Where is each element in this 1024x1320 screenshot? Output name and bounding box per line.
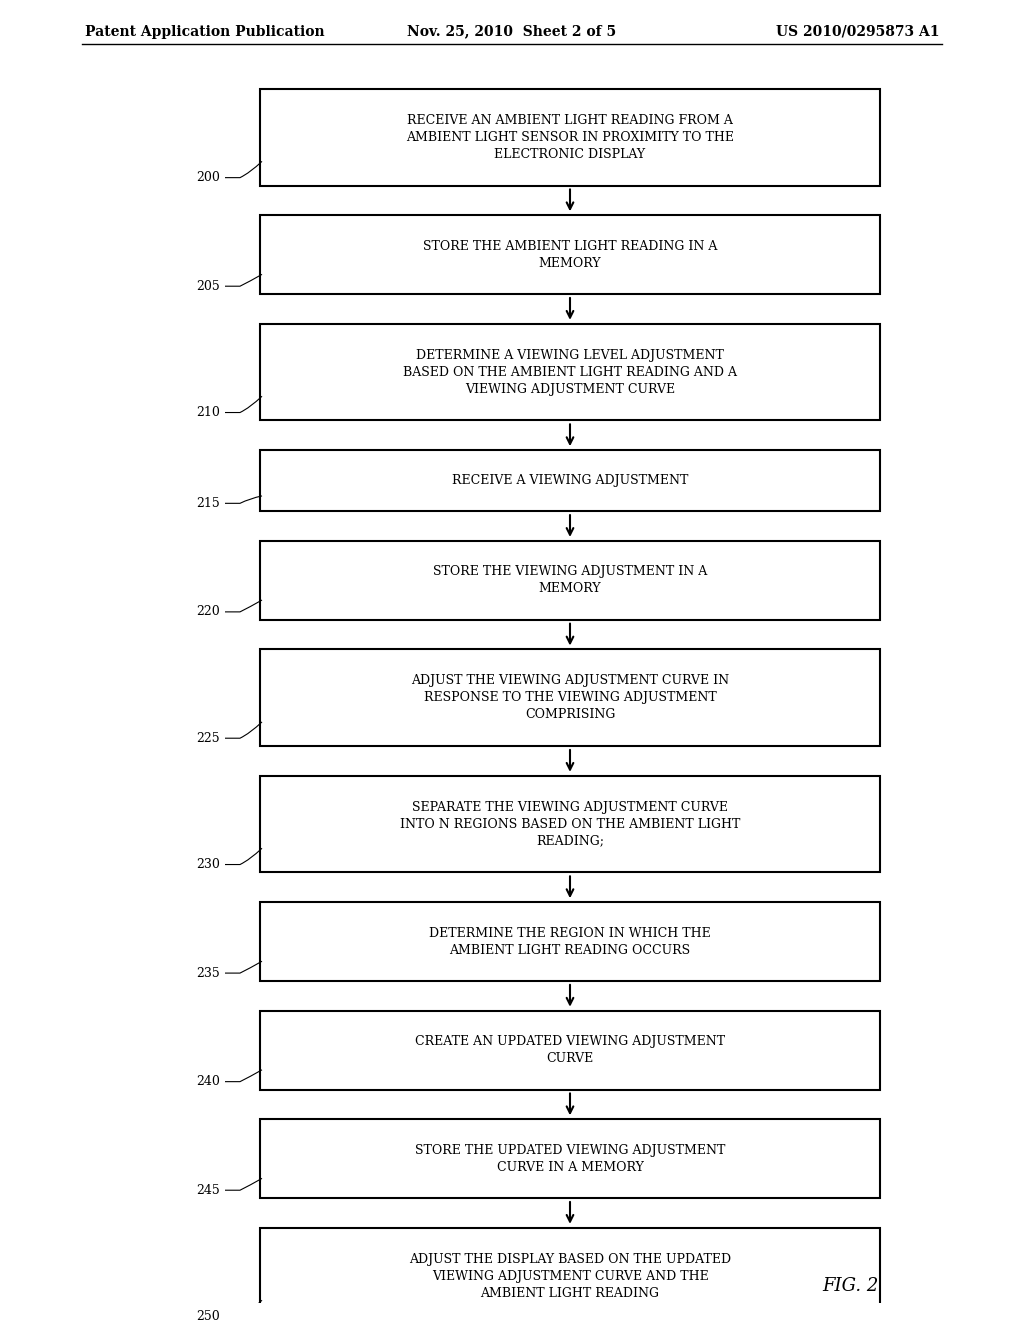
- Text: RECEIVE A VIEWING ADJUSTMENT: RECEIVE A VIEWING ADJUSTMENT: [452, 474, 688, 487]
- FancyBboxPatch shape: [260, 902, 880, 981]
- Text: ADJUST THE VIEWING ADJUSTMENT CURVE IN
RESPONSE TO THE VIEWING ADJUSTMENT
COMPRI: ADJUST THE VIEWING ADJUSTMENT CURVE IN R…: [411, 675, 729, 721]
- Text: Nov. 25, 2010  Sheet 2 of 5: Nov. 25, 2010 Sheet 2 of 5: [408, 25, 616, 38]
- Text: STORE THE VIEWING ADJUSTMENT IN A
MEMORY: STORE THE VIEWING ADJUSTMENT IN A MEMORY: [433, 565, 708, 595]
- Text: 220: 220: [197, 606, 220, 618]
- Text: DETERMINE THE REGION IN WHICH THE
AMBIENT LIGHT READING OCCURS: DETERMINE THE REGION IN WHICH THE AMBIEN…: [429, 927, 711, 957]
- Text: 225: 225: [197, 731, 220, 744]
- FancyBboxPatch shape: [260, 323, 880, 421]
- Text: Patent Application Publication: Patent Application Publication: [85, 25, 325, 38]
- Text: 250: 250: [197, 1309, 220, 1320]
- FancyBboxPatch shape: [260, 1228, 880, 1320]
- Text: DETERMINE A VIEWING LEVEL ADJUSTMENT
BASED ON THE AMBIENT LIGHT READING AND A
VI: DETERMINE A VIEWING LEVEL ADJUSTMENT BAS…: [403, 348, 737, 396]
- FancyBboxPatch shape: [260, 215, 880, 294]
- Text: 200: 200: [197, 172, 220, 185]
- Text: 245: 245: [197, 1184, 220, 1197]
- FancyBboxPatch shape: [260, 450, 880, 511]
- FancyBboxPatch shape: [260, 88, 880, 186]
- Text: ADJUST THE DISPLAY BASED ON THE UPDATED
VIEWING ADJUSTMENT CURVE AND THE
AMBIENT: ADJUST THE DISPLAY BASED ON THE UPDATED …: [409, 1253, 731, 1300]
- Text: SEPARATE THE VIEWING ADJUSTMENT CURVE
INTO N REGIONS BASED ON THE AMBIENT LIGHT
: SEPARATE THE VIEWING ADJUSTMENT CURVE IN…: [399, 800, 740, 847]
- Text: 240: 240: [197, 1076, 220, 1088]
- Text: 205: 205: [197, 280, 220, 293]
- Text: 215: 215: [197, 496, 220, 510]
- Text: RECEIVE AN AMBIENT LIGHT READING FROM A
AMBIENT LIGHT SENSOR IN PROXIMITY TO THE: RECEIVE AN AMBIENT LIGHT READING FROM A …: [406, 114, 734, 161]
- FancyBboxPatch shape: [260, 776, 880, 873]
- Text: STORE THE UPDATED VIEWING ADJUSTMENT
CURVE IN A MEMORY: STORE THE UPDATED VIEWING ADJUSTMENT CUR…: [415, 1143, 725, 1173]
- FancyBboxPatch shape: [260, 1119, 880, 1199]
- FancyBboxPatch shape: [260, 541, 880, 620]
- FancyBboxPatch shape: [260, 649, 880, 746]
- Text: 210: 210: [197, 407, 220, 418]
- Text: 230: 230: [197, 858, 220, 871]
- Text: US 2010/0295873 A1: US 2010/0295873 A1: [776, 25, 940, 38]
- Text: CREATE AN UPDATED VIEWING ADJUSTMENT
CURVE: CREATE AN UPDATED VIEWING ADJUSTMENT CUR…: [415, 1035, 725, 1065]
- FancyBboxPatch shape: [260, 1011, 880, 1089]
- Text: STORE THE AMBIENT LIGHT READING IN A
MEMORY: STORE THE AMBIENT LIGHT READING IN A MEM…: [423, 240, 717, 269]
- Text: 235: 235: [197, 966, 220, 979]
- Text: FIG. 2: FIG. 2: [822, 1276, 879, 1295]
